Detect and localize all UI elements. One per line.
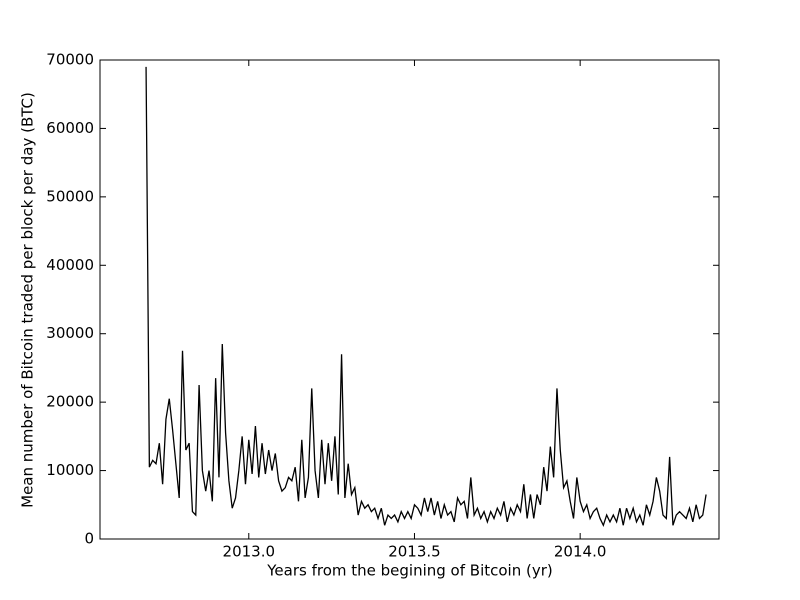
y-tick-label: 0 xyxy=(84,530,94,548)
y-tick-label: 30000 xyxy=(46,324,94,342)
y-tick-label: 50000 xyxy=(46,187,94,205)
x-tick-label: 2013.0 xyxy=(223,543,276,561)
y-tick-label: 70000 xyxy=(46,51,94,69)
y-tick-label: 10000 xyxy=(46,461,94,479)
x-axis-label: Years from the begining of Bitcoin (yr) xyxy=(266,562,553,580)
y-tick-label: 60000 xyxy=(46,119,94,137)
x-tick-label: 2014.0 xyxy=(554,543,607,561)
y-tick-label: 40000 xyxy=(46,256,94,274)
plot-frame xyxy=(99,59,720,540)
x-tick-label: 2013.5 xyxy=(388,543,441,561)
data-line xyxy=(145,66,707,528)
y-axis-label: Mean number of Bitcoin traded per block … xyxy=(19,92,37,508)
y-tick-label: 20000 xyxy=(46,393,94,411)
